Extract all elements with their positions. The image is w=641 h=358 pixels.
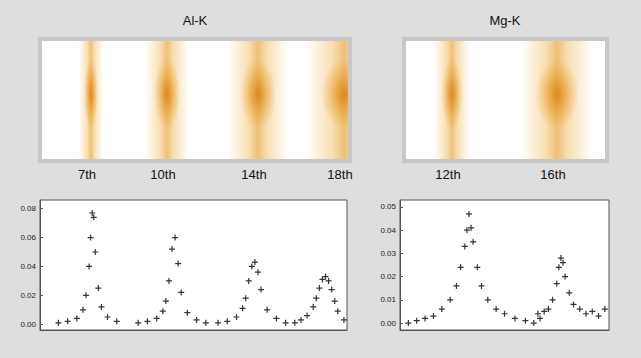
html-text:Mg-K: Mg-K bbox=[489, 13, 521, 28]
html-text:10th: 10th bbox=[150, 167, 176, 182]
svg-text:0.06: 0.06 bbox=[20, 233, 36, 242]
svg-text:0.04: 0.04 bbox=[380, 226, 396, 235]
html-text:16th: 16th bbox=[540, 167, 566, 182]
svg-text:0.02: 0.02 bbox=[380, 272, 396, 281]
svg-text:0.03: 0.03 bbox=[380, 249, 396, 258]
html-text:12th: 12th bbox=[435, 167, 461, 182]
html-text:7th: 7th bbox=[78, 167, 96, 182]
svg-text:0.05: 0.05 bbox=[380, 202, 396, 211]
svg-text:0.00: 0.00 bbox=[20, 320, 36, 329]
svg-text:0.00: 0.00 bbox=[380, 319, 396, 328]
svg-text:0.02: 0.02 bbox=[20, 291, 36, 300]
svg-text:0.08: 0.08 bbox=[20, 204, 36, 213]
html-text:Al-K: Al-K bbox=[182, 13, 208, 28]
svg-text:0.01: 0.01 bbox=[380, 295, 396, 304]
html-text:14th: 14th bbox=[241, 167, 267, 182]
svg-text:0.04: 0.04 bbox=[20, 262, 36, 271]
html-text:18th: 18th bbox=[327, 167, 353, 182]
